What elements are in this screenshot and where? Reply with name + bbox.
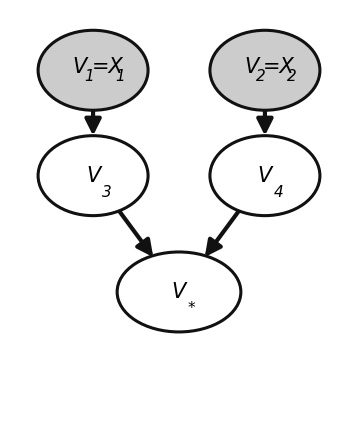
Text: V: V bbox=[86, 166, 100, 186]
Ellipse shape bbox=[117, 252, 241, 332]
Text: 2: 2 bbox=[287, 69, 297, 84]
Text: V: V bbox=[244, 57, 258, 77]
Ellipse shape bbox=[210, 30, 320, 110]
Text: V: V bbox=[72, 57, 87, 77]
Ellipse shape bbox=[38, 30, 148, 110]
Text: =X: =X bbox=[263, 57, 295, 77]
Text: 1: 1 bbox=[84, 69, 94, 84]
Text: *: * bbox=[188, 301, 195, 316]
Text: V: V bbox=[172, 282, 186, 302]
Text: 3: 3 bbox=[102, 185, 111, 200]
Text: 1: 1 bbox=[115, 69, 125, 84]
Ellipse shape bbox=[210, 136, 320, 216]
Ellipse shape bbox=[38, 136, 148, 216]
Text: V: V bbox=[258, 166, 272, 186]
Text: 2: 2 bbox=[256, 69, 266, 84]
Text: 4: 4 bbox=[274, 185, 283, 200]
Text: =X: =X bbox=[91, 57, 123, 77]
